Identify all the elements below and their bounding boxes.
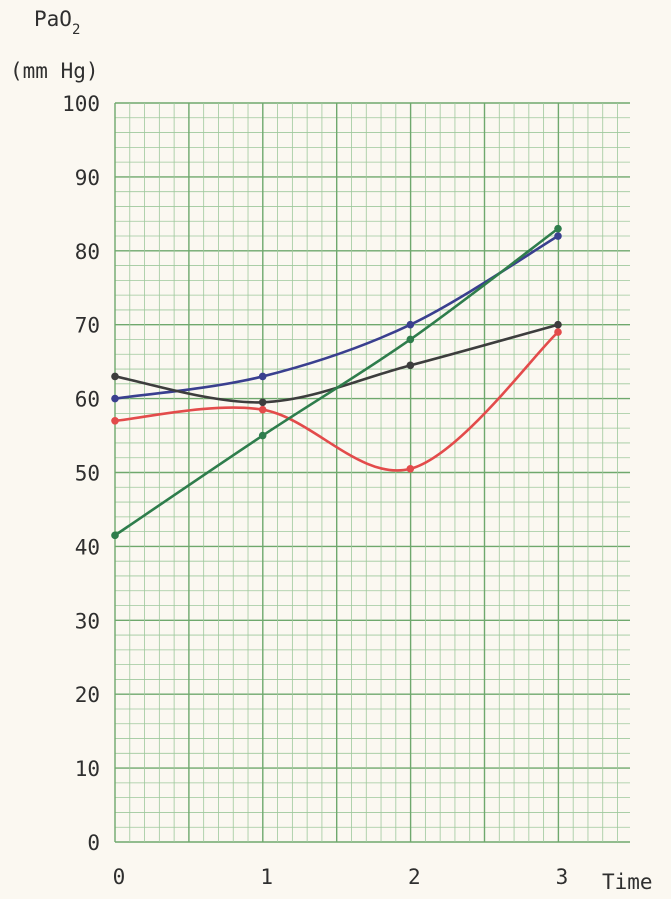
series-1-point [258,372,267,381]
series-2-point [111,372,119,381]
y-tick-label: 80 [75,240,100,264]
chart-grid [114,102,630,843]
y-tick-label: 90 [75,166,100,190]
series-layer [111,224,562,540]
y-tick-label: 0 [87,831,100,855]
series-2-point [554,320,562,329]
x-tick-label: 0 [113,865,126,889]
y-tick-label: 60 [75,388,100,412]
series-1-point [111,394,119,403]
y-tick-label: 30 [75,609,100,633]
series-3-point [406,465,415,473]
x-tick-label: 1 [260,865,273,889]
y-tick-label: 50 [75,462,100,486]
series-1-point [554,232,562,240]
series-line-3 [113,330,560,472]
y-axis-title: PaO2 [34,7,80,38]
y-axis-units: (mm Hg) [10,59,99,83]
series-2-point [406,361,415,370]
y-tick-label: 100 [62,92,100,116]
series-4-point [111,531,119,540]
series-1-point [406,320,415,329]
x-tick-label: 2 [408,865,421,889]
series-line-4 [113,227,560,537]
y-tick-label: 70 [75,314,100,338]
series-4-point [406,335,415,344]
y-axis-ticks: 0 10 20 30 40 50 60 70 80 90 100 [62,92,100,855]
y-axis-title-main: PaO [34,7,72,31]
y-tick-label: 20 [75,683,100,707]
y-tick-label: 10 [75,757,100,781]
y-axis-title-subscript: 2 [72,22,80,38]
series-3-point [258,405,267,414]
series-4-point [554,224,562,233]
series-3-point [111,416,119,425]
x-axis-title: Time [602,870,653,894]
series-4-point [258,431,267,440]
x-tick-label: 3 [556,865,569,889]
series-3-point [554,328,562,336]
y-tick-label: 40 [75,535,100,559]
series-2-point [258,398,267,407]
x-axis-ticks: 0 1 2 3 [113,865,569,889]
